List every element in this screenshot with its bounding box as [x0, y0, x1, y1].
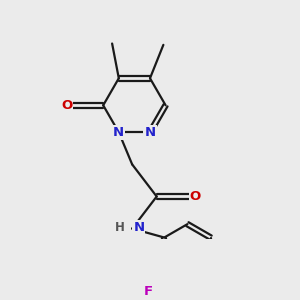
- Text: N: N: [133, 221, 144, 234]
- Text: N: N: [144, 126, 156, 139]
- Text: F: F: [144, 285, 153, 298]
- Text: H: H: [115, 221, 124, 234]
- Text: N: N: [113, 126, 124, 139]
- Text: O: O: [190, 190, 201, 203]
- Text: O: O: [61, 99, 72, 112]
